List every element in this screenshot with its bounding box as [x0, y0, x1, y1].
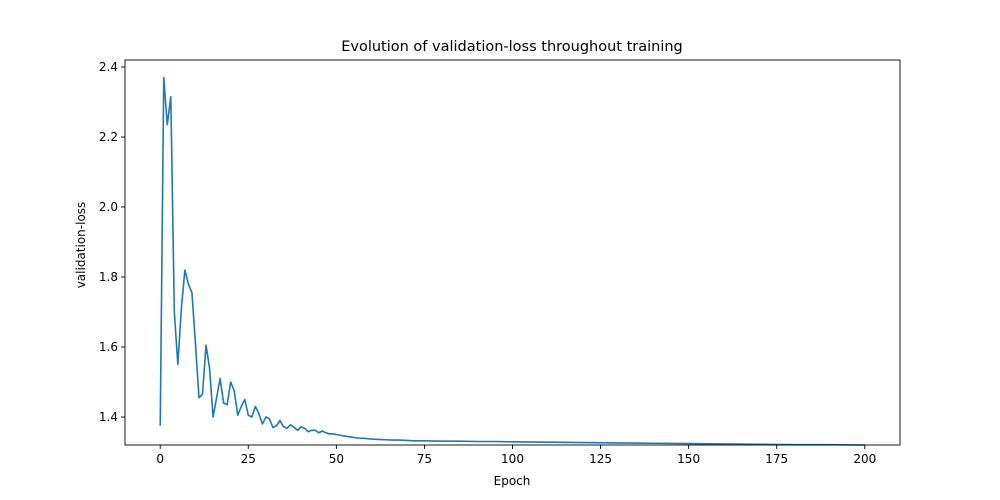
y-tick-label-2.4: 2.4 — [99, 60, 118, 74]
plot-area: 0 25 50 75 100 125 150 175 200 1.4 1.6 1.8 2.0 2.2 2.4 — [99, 59, 901, 466]
x-tick-label-50: 50 — [329, 452, 344, 466]
series-line-0 — [159, 76, 865, 446]
y-tick-label-1.6: 1.6 — [99, 340, 118, 354]
x-axis-label: Epoch — [494, 474, 531, 488]
x-tick-label-175: 175 — [765, 452, 788, 466]
y-tick-label-1.8: 1.8 — [99, 270, 118, 284]
x-tick-label-150: 150 — [677, 452, 700, 466]
chart-title: Evolution of validation-loss throughout … — [341, 39, 683, 55]
x-tick-label-0: 0 — [156, 452, 164, 466]
x-tick-label-200: 200 — [853, 452, 876, 466]
x-tick-label-75: 75 — [417, 452, 432, 466]
x-tick-label-125: 125 — [589, 452, 612, 466]
x-tick-label-25: 25 — [241, 452, 256, 466]
y-axis-label: validation-loss — [74, 202, 88, 289]
y-tick-label-2: 2.0 — [99, 200, 118, 214]
x-tick-label-100: 100 — [501, 452, 524, 466]
axes-frame — [124, 59, 901, 446]
y-tick-label-1.4: 1.4 — [99, 410, 118, 424]
y-tick-label-2.2: 2.2 — [99, 130, 118, 144]
